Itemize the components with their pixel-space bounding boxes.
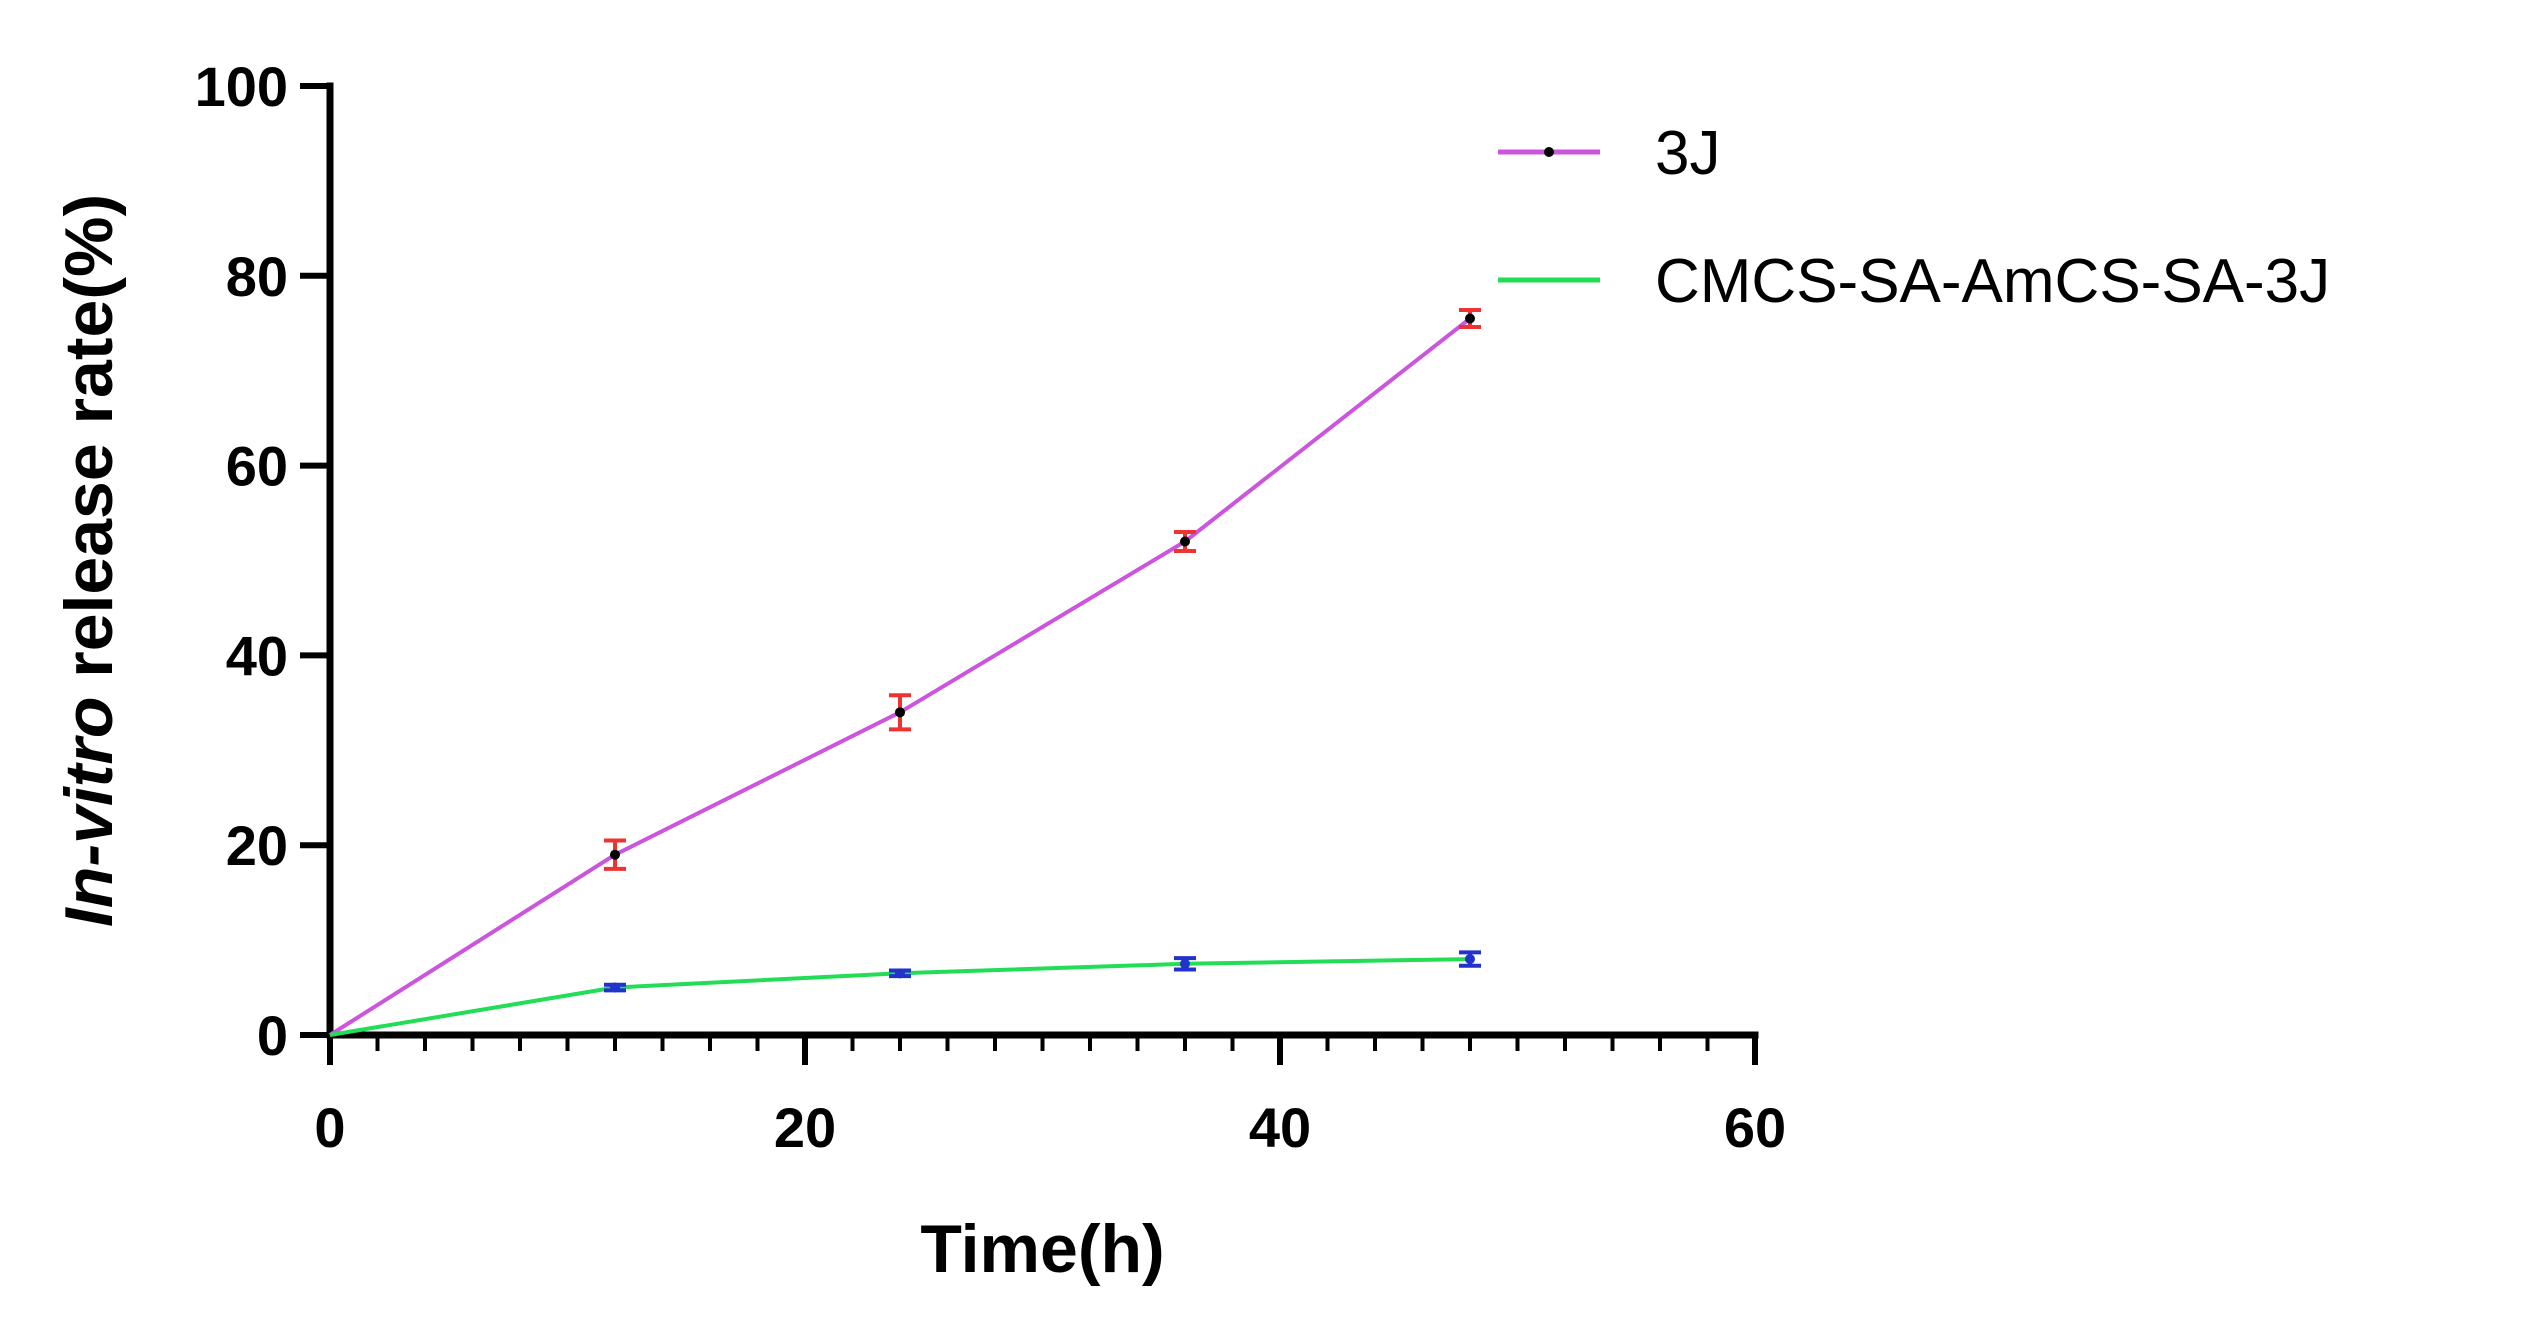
series-1 bbox=[329, 950, 1481, 1037]
data-point bbox=[895, 707, 905, 718]
x-tick-label: 60 bbox=[1724, 1096, 1786, 1159]
legend-label-0: 3J bbox=[1655, 119, 1720, 188]
y-tick-label: 80 bbox=[226, 245, 288, 308]
data-point bbox=[1180, 536, 1190, 547]
data-point bbox=[895, 968, 905, 979]
y-axis-title: In-vitro release rate(%) bbox=[51, 194, 127, 927]
y-axis-title-italic: In-vitro bbox=[51, 697, 127, 927]
data-point bbox=[610, 982, 620, 993]
legend: 3J CMCS-SA-AmCS-SA-3J bbox=[1498, 119, 2330, 316]
y-tick-label: 40 bbox=[226, 624, 288, 687]
series-0 bbox=[328, 307, 1481, 1037]
x-tick-label: 20 bbox=[774, 1096, 836, 1159]
data-point bbox=[1465, 954, 1475, 965]
legend-marker-0 bbox=[1544, 147, 1554, 157]
x-tick-label: 40 bbox=[1249, 1096, 1311, 1159]
x-axis-title: Time(h) bbox=[920, 1211, 1164, 1287]
data-point bbox=[610, 849, 620, 860]
legend-label-1: CMCS-SA-AmCS-SA-3J bbox=[1655, 247, 2330, 316]
data-point bbox=[1465, 313, 1475, 324]
y-tick-label: 100 bbox=[195, 55, 288, 118]
data-point bbox=[1180, 958, 1190, 969]
y-tick-label: 60 bbox=[226, 435, 288, 498]
y-axis-title-rest: release rate(%) bbox=[51, 194, 127, 697]
axes: 0 20 40 60 0 20 40 60 80 100 bbox=[195, 55, 1787, 1159]
series-layer bbox=[328, 307, 1481, 1037]
y-tick-label: 20 bbox=[226, 814, 288, 877]
x-tick-label: 0 bbox=[314, 1096, 345, 1159]
y-tick-label: 0 bbox=[257, 1004, 288, 1067]
series-line-0 bbox=[328, 316, 1472, 1037]
